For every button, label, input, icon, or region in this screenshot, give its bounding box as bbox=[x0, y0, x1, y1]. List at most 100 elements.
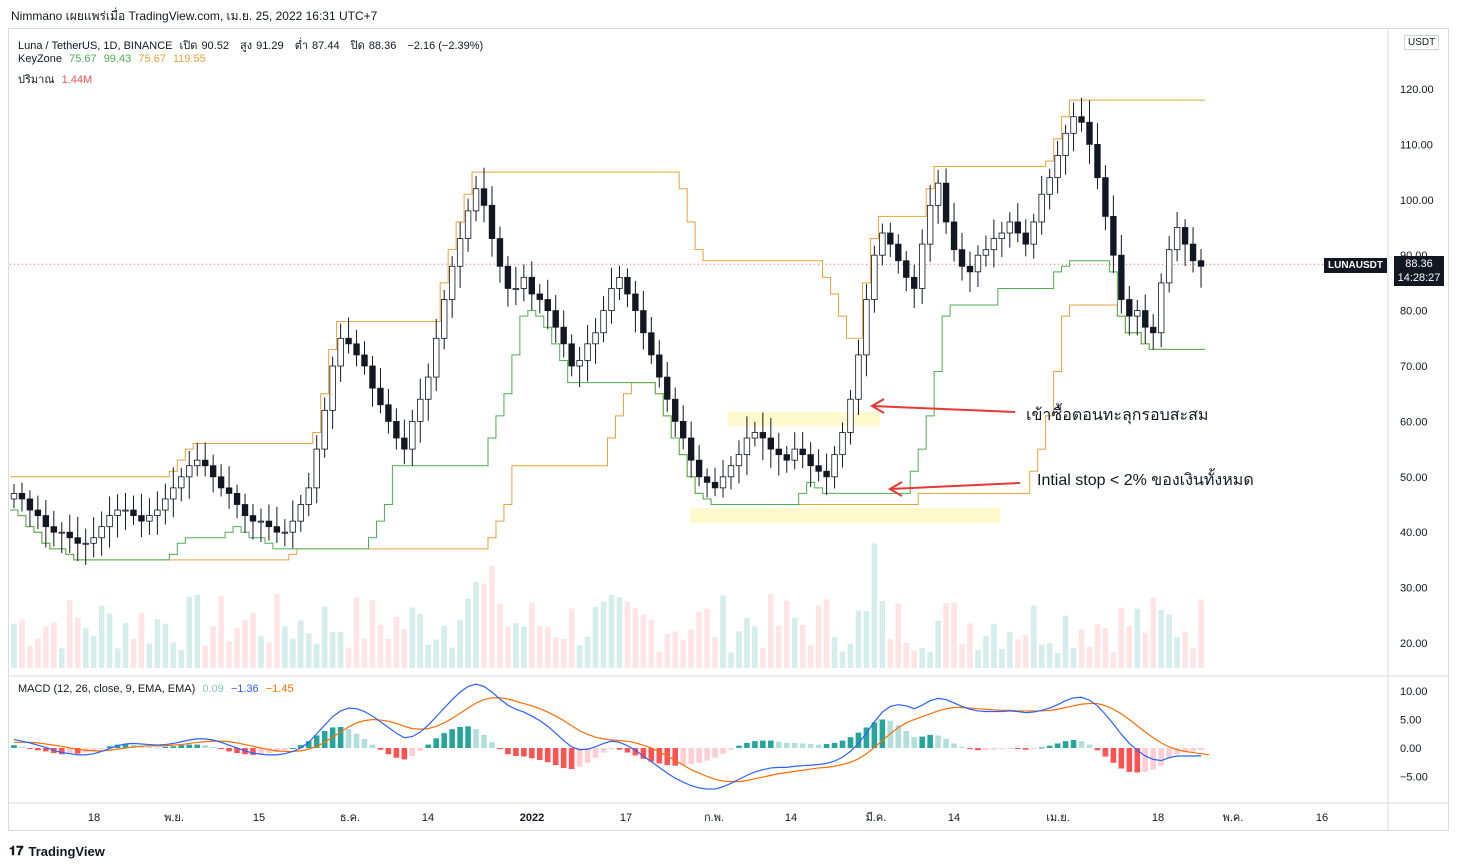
candle-body bbox=[632, 293, 639, 312]
volume-bar bbox=[560, 638, 567, 668]
candle-body bbox=[847, 398, 854, 433]
macd-signal-value: −1.45 bbox=[265, 683, 294, 695]
volume-bar bbox=[1102, 628, 1109, 668]
candle-body bbox=[337, 337, 344, 367]
candle-body bbox=[926, 204, 934, 245]
ohlc-low: ต่ำ 87.44 bbox=[294, 40, 340, 52]
volume-legend[interactable]: ปริมาณ 1.44M bbox=[18, 70, 96, 88]
volume-bar bbox=[162, 623, 169, 668]
candle-body bbox=[958, 249, 966, 267]
volume-bar bbox=[361, 638, 368, 668]
macd-histogram-bar bbox=[728, 748, 734, 750]
candle-body bbox=[146, 515, 153, 522]
macd-histogram-bar bbox=[983, 748, 989, 751]
volume-bar bbox=[90, 635, 97, 668]
volume-bar bbox=[911, 650, 918, 668]
macd-legend[interactable]: MACD (12, 26, close, 9, EMA, EMA) 0.09 −… bbox=[18, 683, 298, 695]
macd-histogram-bar bbox=[19, 746, 25, 748]
candle-body bbox=[265, 520, 273, 528]
volume-bar bbox=[258, 636, 264, 668]
keyzone-lower-line bbox=[10, 304, 1205, 561]
macd-histogram-bar bbox=[1086, 744, 1093, 748]
candle-body bbox=[855, 354, 862, 400]
volume-bar bbox=[425, 644, 432, 668]
volume-bar bbox=[369, 599, 376, 668]
volume-bar bbox=[1158, 609, 1164, 668]
candle-body bbox=[209, 465, 217, 478]
volume-bar bbox=[887, 639, 894, 668]
candle-body bbox=[1165, 249, 1173, 284]
volume-bar bbox=[648, 619, 655, 668]
footer-brand[interactable]: 𝟏𝟕 TradingView bbox=[9, 843, 105, 859]
macd-histogram-bar bbox=[680, 748, 686, 766]
keyzone-legend[interactable]: KeyZone 75.67 99.43 75.67 119.55 bbox=[18, 53, 210, 65]
macd-histogram-bar bbox=[345, 729, 352, 748]
macd-histogram-bar bbox=[1102, 748, 1109, 757]
macd-histogram-bar bbox=[409, 748, 416, 756]
macd-histogram-bar bbox=[895, 725, 902, 748]
volume-bar bbox=[19, 619, 25, 668]
macd-histogram-bar bbox=[1126, 748, 1133, 772]
time-tick-label: ธ.ค. bbox=[340, 812, 360, 824]
candle-body bbox=[1078, 116, 1085, 123]
candle-body bbox=[273, 526, 281, 533]
volume-bar bbox=[497, 603, 503, 668]
time-tick-label: 18 bbox=[1152, 812, 1164, 824]
macd-histogram-bar bbox=[560, 748, 567, 768]
volume-bar bbox=[27, 646, 33, 668]
candle-body bbox=[735, 454, 743, 467]
volume-bar bbox=[1062, 615, 1069, 668]
symbol-price-tag: LUNAUSDT bbox=[1324, 258, 1387, 273]
candle-body bbox=[679, 420, 687, 439]
volume-bar bbox=[592, 607, 599, 668]
candle-body bbox=[982, 249, 990, 256]
volume-bar bbox=[1030, 605, 1037, 668]
macd-histogram-bar bbox=[943, 738, 949, 748]
volume-bar bbox=[1086, 646, 1093, 668]
macd-histogram-bar bbox=[1094, 748, 1101, 751]
candle-body bbox=[528, 276, 536, 295]
macd-histogram-bar bbox=[1142, 748, 1149, 772]
candle-body bbox=[1142, 310, 1149, 328]
macd-histogram-bar bbox=[1007, 748, 1013, 749]
candle-body bbox=[488, 204, 496, 239]
macd-histogram-bar bbox=[648, 748, 655, 762]
macd-histogram-bar bbox=[600, 748, 607, 753]
volume-bar bbox=[449, 647, 455, 668]
volume-bar bbox=[680, 640, 686, 668]
volume-bar bbox=[712, 636, 718, 668]
candle-body bbox=[385, 404, 392, 422]
candle-body bbox=[417, 398, 424, 422]
volume-bar bbox=[616, 597, 623, 668]
candle-body bbox=[409, 420, 416, 450]
candle-body bbox=[616, 276, 623, 289]
volume-bar bbox=[98, 606, 105, 668]
volume-bar bbox=[35, 638, 41, 668]
candle-body bbox=[170, 487, 177, 500]
candle-body bbox=[233, 493, 241, 505]
candle-body bbox=[1070, 116, 1077, 134]
volume-bar bbox=[799, 624, 806, 668]
stop-annotation: Intial stop < 2% ของเงินทั้งหมด bbox=[1037, 472, 1254, 489]
macd-tick-label: 0.00 bbox=[1400, 743, 1421, 755]
macd-histogram-bar bbox=[1070, 740, 1077, 748]
volume-bar bbox=[1190, 648, 1196, 668]
volume-bar bbox=[393, 616, 400, 668]
candle-body bbox=[289, 520, 297, 533]
candle-body bbox=[82, 542, 89, 545]
candle-body bbox=[401, 437, 408, 450]
candle-body bbox=[743, 437, 751, 456]
volume-bar bbox=[1198, 600, 1204, 668]
candle-body bbox=[186, 465, 193, 478]
symbol-name: Luna / TetherUS, 1D, BINANCE bbox=[18, 40, 173, 52]
volume-bar bbox=[202, 645, 208, 668]
currency-badge[interactable]: USDT bbox=[1404, 35, 1440, 50]
volume-bar bbox=[688, 629, 694, 668]
macd-histogram-bar bbox=[194, 744, 201, 748]
candle-body bbox=[512, 288, 520, 290]
candle-body bbox=[241, 504, 249, 516]
macd-histogram-bar bbox=[608, 748, 615, 750]
candle-body bbox=[34, 509, 42, 516]
macd-histogram-bar bbox=[146, 746, 153, 748]
